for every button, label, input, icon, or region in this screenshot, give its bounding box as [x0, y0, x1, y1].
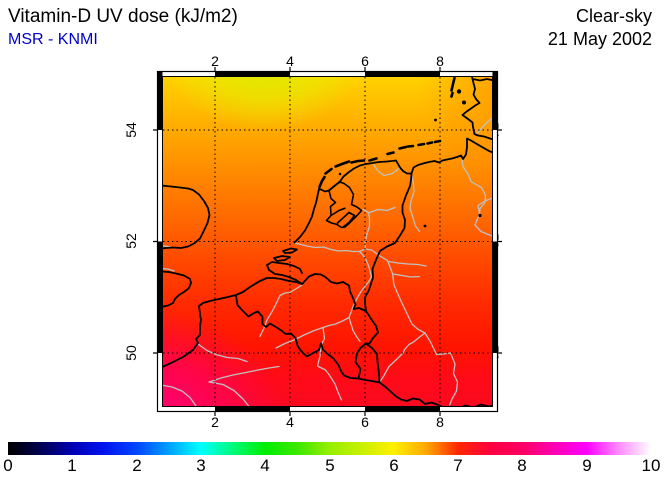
border-de-fr: [378, 381, 492, 406]
river-oise: [208, 365, 280, 406]
colorbar-tick-7: 7: [453, 456, 463, 475]
graticule-layer: [163, 77, 492, 406]
wadden-islands-layer: [318, 77, 456, 189]
ijsselmeer-layer: [325, 181, 363, 229]
island-langeoog: [417, 142, 426, 147]
island-wangerooge: [433, 139, 442, 144]
island-pellworm: [462, 100, 466, 105]
lat-tick-left-52: 52: [123, 233, 139, 249]
river-lippe: [387, 260, 427, 267]
lon-tick-bottom-8: 8: [436, 414, 444, 430]
frame-bands: [158, 72, 497, 411]
island-norderney: [406, 144, 415, 148]
colorbar-tick-6: 6: [389, 456, 399, 475]
coastline-layer: [163, 77, 492, 406]
island-vlieland: [324, 167, 333, 175]
map-frame: [153, 67, 502, 416]
small-islands-lakes-layer: [338, 89, 482, 228]
ijsselmeer-outline: [325, 181, 363, 229]
colorbar-tick-2: 2: [132, 456, 142, 475]
island-spiekeroog: [426, 141, 434, 145]
flevoland-outline: [330, 207, 356, 229]
lon-tick-top-8: 8: [436, 53, 444, 69]
frame-outlines: [156, 70, 499, 413]
river-scheldt: [259, 284, 303, 338]
river-somme: [197, 343, 248, 363]
colorbar-tick-0: 0: [3, 456, 13, 475]
colorbar-tick-10: 10: [641, 456, 661, 475]
border-be-fr: [235, 294, 360, 380]
island-foehr: [456, 89, 462, 94]
lon-tick-top-6: 6: [361, 53, 369, 69]
coast-continental: [163, 77, 492, 368]
data-source-label: MSR - KNMI: [8, 31, 98, 48]
island-amrum: [450, 91, 454, 98]
border-luxembourg: [354, 342, 381, 384]
island-ameland: [350, 159, 366, 164]
island-borkum: [386, 151, 395, 156]
island-helgoland: [434, 118, 437, 122]
river-vecht: [368, 206, 396, 214]
coast-england: [163, 184, 211, 308]
rivers-layer: [163, 117, 492, 406]
river-groningen: [372, 162, 401, 177]
border-nl-de: [364, 173, 413, 312]
island-texel: [318, 175, 326, 189]
colorbar-tick-9: 9: [582, 456, 592, 475]
border-be-de: [365, 310, 379, 345]
border-denmark: [472, 78, 492, 82]
island-terschelling: [334, 160, 351, 168]
river-kiel-canal: [475, 117, 492, 135]
colorbar: [8, 442, 651, 455]
island-schiermonnikoog: [368, 157, 378, 162]
lon-tick-bottom-4: 4: [286, 414, 294, 430]
lat-tick-left-50: 50: [123, 345, 139, 361]
island-juist: [398, 145, 408, 150]
lat-tick-left-54: 54: [123, 122, 139, 138]
lon-tick-bottom-2: 2: [211, 414, 219, 430]
island-schouwen: [273, 255, 291, 262]
frame-ticks: [153, 67, 502, 416]
lake-friesland: [338, 172, 342, 176]
river-thames: [163, 267, 175, 272]
river-ruhr: [392, 273, 421, 278]
river-weser: [460, 155, 492, 237]
river-rhine-nl: [293, 242, 373, 253]
colorbar-tick-4: 4: [260, 456, 270, 475]
river-meuse: [316, 250, 373, 401]
lon-tick-top-4: 4: [286, 53, 294, 69]
lake-steinhuder: [478, 213, 482, 218]
river-ems: [409, 173, 421, 233]
river-moselle: [378, 332, 426, 384]
colorbar-tick-3: 3: [196, 456, 206, 475]
page-title: Vitamin-D UV dose (kJ/m2): [8, 6, 238, 27]
river-aller: [477, 197, 492, 215]
sky-condition-label: Clear-sky: [575, 6, 652, 26]
date-label: 21 May 2002: [547, 29, 652, 49]
lon-tick-top-2: 2: [211, 53, 219, 69]
river-sambre: [275, 326, 324, 349]
geography-overlay: [163, 77, 492, 406]
colorbar-tick-8: 8: [517, 456, 527, 475]
island-sylt: [450, 77, 456, 92]
colorbar-tick-1: 1: [67, 456, 77, 475]
river-rhine-de: [370, 249, 459, 406]
island-goeree: [282, 247, 298, 254]
river-ourthe: [348, 316, 361, 343]
lon-tick-bottom-6: 6: [361, 414, 369, 430]
river-ijssel: [362, 208, 371, 250]
border-nl-be: [301, 273, 367, 312]
river-seine: [163, 384, 197, 406]
lake-duemmer: [423, 224, 427, 228]
colorbar-tick-5: 5: [325, 456, 335, 475]
map-plot: [153, 67, 502, 416]
